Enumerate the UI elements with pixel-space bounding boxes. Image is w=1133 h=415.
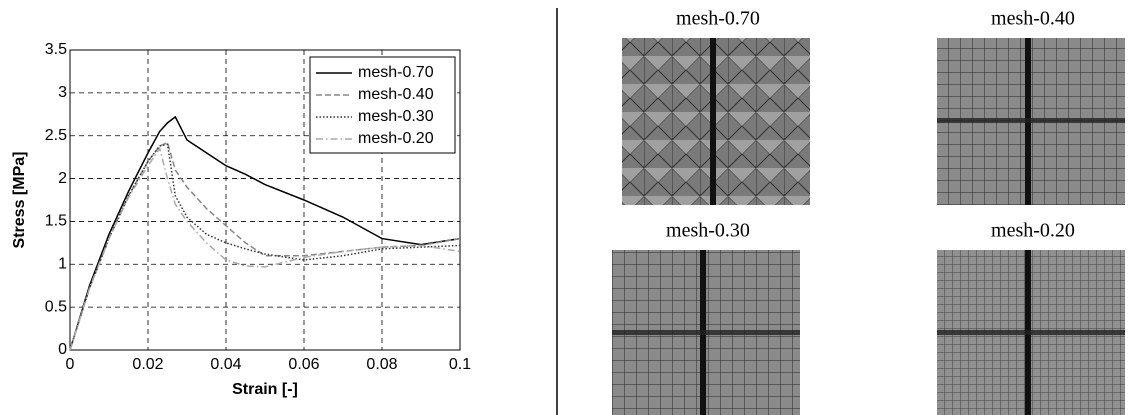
mesh-crack [612,330,800,335]
legend-label: mesh-0.20 [358,130,434,147]
y-axis-label: Stress [MPa] [11,152,28,249]
mesh-crack [937,118,1125,123]
legend-label: mesh-0.30 [358,108,434,125]
y-tick-label: 3 [58,84,67,101]
y-tick-label: 2.5 [45,127,67,144]
x-tick-label: 0 [66,356,75,373]
y-tick-label: 3.5 [45,41,67,58]
panel-label: mesh-0.40 [991,8,1075,30]
y-tick-label: 2 [58,170,67,187]
mesh-crack [710,38,716,205]
panel-label: mesh-0.20 [991,220,1075,242]
y-tick-label: 1 [58,256,67,273]
legend-label: mesh-0.40 [358,86,434,103]
x-axis-label: Strain [-] [232,381,298,398]
x-tick-label: 0.04 [210,356,241,373]
x-tick-label: 0.08 [366,356,397,373]
x-tick-label: 0.02 [132,356,163,373]
legend-label: mesh-0.70 [358,64,434,81]
y-tick-label: 1.5 [45,213,67,230]
panel-label: mesh-0.30 [666,220,750,242]
series-line [70,144,460,350]
figure: Strain [-] Stress [MPa] 0 0.5 1 1.5 2 2.5 3 3.5… [0,0,1133,415]
y-tick-label: 0.5 [45,298,67,315]
x-tick-label: 0.1 [449,356,471,373]
panel-label: mesh-0.70 [676,8,760,30]
x-tick-label: 0.06 [288,356,319,373]
mesh-crack [937,330,1125,335]
